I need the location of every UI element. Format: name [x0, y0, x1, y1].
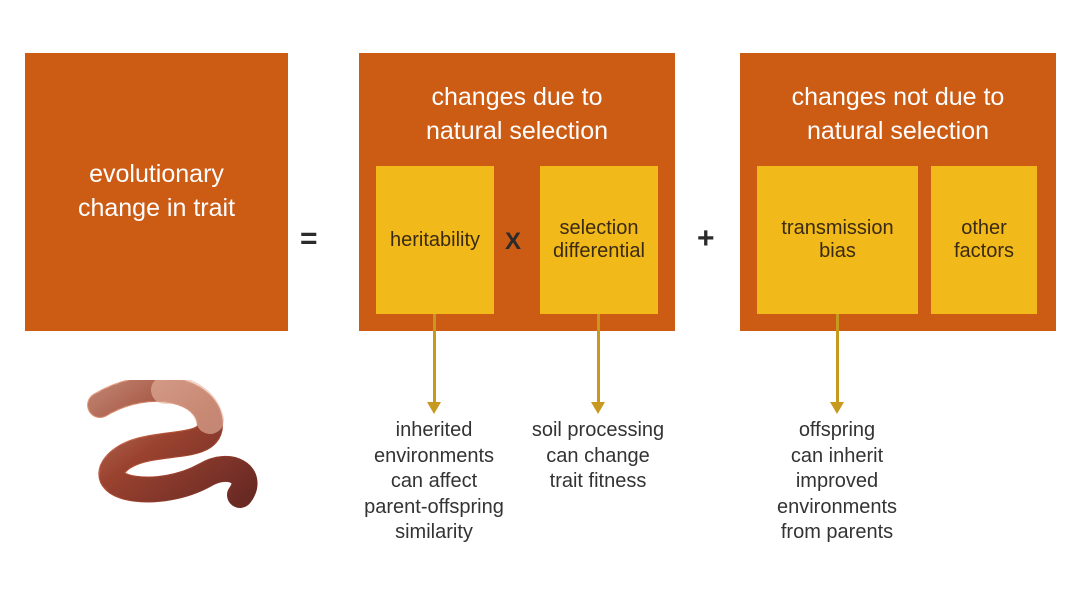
box2-title-line2: natural selection	[359, 115, 675, 149]
cap2-l2: can change	[498, 444, 698, 470]
cap3-l2: can inherit	[727, 444, 947, 470]
sub-t-line1: transmission	[781, 217, 893, 240]
cap3-l5: from parents	[727, 520, 947, 546]
box1-title-line2: change in trait	[78, 192, 235, 226]
arrow-transmission-head	[830, 402, 844, 414]
arrow-heritability	[433, 314, 436, 402]
cap1-l4: parent-offspring	[324, 495, 544, 521]
operator-plus: +	[697, 222, 715, 256]
sub-s-line1: selection	[553, 217, 645, 240]
subbox-selection-differential: selection differential	[540, 166, 658, 314]
operator-times: X	[505, 228, 521, 256]
diagram-stage: evolutionary change in trait changes due…	[0, 0, 1080, 608]
cap3-l4: environments	[727, 495, 947, 521]
arrow-selection	[597, 314, 600, 402]
cap2-l3: trait fitness	[498, 469, 698, 495]
cap3-l1: offspring	[727, 418, 947, 444]
box1-title-line1: evolutionary	[89, 158, 224, 192]
arrow-heritability-head	[427, 402, 441, 414]
earthworm-illustration	[70, 380, 270, 520]
sub-t-line2: bias	[781, 240, 893, 263]
cap3-l3: improved	[727, 469, 947, 495]
sub-o-line2: factors	[954, 240, 1014, 263]
arrow-selection-head	[591, 402, 605, 414]
box3-title-line1: changes not due to	[740, 81, 1056, 115]
earthworm-icon	[70, 380, 270, 520]
cap2-l1: soil processing	[498, 418, 698, 444]
caption-transmission: offspring can inherit improved environme…	[727, 418, 947, 546]
subbox-other-factors: other factors	[931, 166, 1037, 314]
subbox-heritability: heritability	[376, 166, 494, 314]
operator-equals: =	[300, 222, 318, 256]
subbox-transmission-bias: transmission bias	[757, 166, 918, 314]
box-evolutionary-change: evolutionary change in trait	[25, 53, 288, 331]
sub-o-line1: other	[954, 217, 1014, 240]
subbox-heritability-label: heritability	[390, 229, 480, 252]
sub-s-line2: differential	[553, 240, 645, 263]
cap1-l5: similarity	[324, 520, 544, 546]
caption-selection: soil processing can change trait fitness	[498, 418, 698, 495]
box2-title-line1: changes due to	[359, 81, 675, 115]
arrow-transmission	[836, 314, 839, 402]
box3-title-line2: natural selection	[740, 115, 1056, 149]
